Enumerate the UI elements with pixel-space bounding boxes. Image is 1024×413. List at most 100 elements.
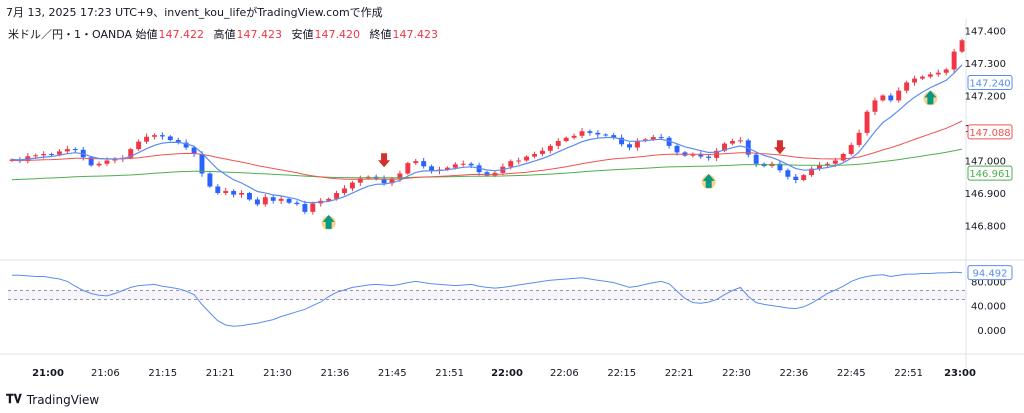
candle-body <box>342 188 347 193</box>
time-tick-label: 22:51 <box>894 368 923 379</box>
legend-close-value: 147.423 <box>392 28 439 41</box>
candle-body <box>817 165 822 169</box>
candle-body <box>72 149 78 151</box>
candle <box>72 147 78 153</box>
candle-body <box>144 136 150 142</box>
candle <box>112 157 118 164</box>
buy-signal-icon <box>321 214 336 230</box>
candle-body <box>381 178 387 184</box>
candle <box>817 162 822 171</box>
candle <box>357 175 363 186</box>
candle <box>856 129 862 148</box>
candle <box>516 157 522 165</box>
candle-body <box>152 135 157 137</box>
candle-body <box>595 132 601 135</box>
time-tick-label: 21:30 <box>263 368 292 379</box>
candle <box>611 132 617 140</box>
time-tick-label: 21:21 <box>206 368 235 379</box>
arrow-down-icon <box>378 153 391 168</box>
candle-body <box>278 198 284 201</box>
tradingview-brand[interactable]: 𝐓𝐕 TradingView <box>6 392 99 407</box>
candle <box>563 136 569 143</box>
candle-body <box>658 137 664 139</box>
candle-body <box>555 141 561 146</box>
candle <box>349 180 355 192</box>
candle-body <box>286 198 292 203</box>
candle <box>809 166 815 177</box>
candle-body <box>326 198 332 201</box>
candle <box>896 87 902 103</box>
candle-body <box>302 204 308 212</box>
price-tick-label: 147.400 <box>965 27 1006 38</box>
price-label-frame <box>967 75 1013 90</box>
candle-body <box>167 136 173 141</box>
candle-body <box>611 135 617 138</box>
price-tick-label: 147.000 <box>965 157 1006 168</box>
price-label-box: 147.240 <box>967 75 1013 90</box>
osc-tick-label: 80.000 <box>971 277 1006 288</box>
candle <box>223 187 229 196</box>
price-tick-label: 147.200 <box>965 92 1006 103</box>
candle <box>555 138 561 150</box>
candle <box>642 138 648 143</box>
candle <box>302 200 308 215</box>
time-tick-label: 21:00 <box>32 368 64 379</box>
candle <box>9 158 15 163</box>
candle <box>262 193 268 207</box>
candle-body <box>729 141 735 144</box>
candle-body <box>175 140 181 143</box>
candle <box>175 137 181 145</box>
time-tick-label: 22:06 <box>550 368 579 379</box>
time-tick-label: 21:51 <box>435 368 464 379</box>
arrow-up-icon <box>322 214 335 229</box>
time-tick-label: 22:21 <box>665 368 694 379</box>
price-label-text: 146.961 <box>969 169 1010 180</box>
candle-body <box>888 95 894 101</box>
candle <box>49 152 54 156</box>
candle-body <box>524 156 530 161</box>
candle <box>793 173 799 184</box>
candle <box>88 155 94 167</box>
candle <box>413 158 419 165</box>
candle-body <box>64 149 70 152</box>
time-tick-label: 22:30 <box>722 368 751 379</box>
candle <box>619 134 625 147</box>
candle <box>532 151 537 159</box>
candle-body <box>872 100 878 112</box>
candle <box>603 133 609 137</box>
candle-body <box>516 160 522 162</box>
candle <box>191 145 197 157</box>
tradingview-logo-icon: 𝐓𝐕 <box>6 392 22 406</box>
arrow-down-icon <box>773 140 786 155</box>
candle <box>801 173 807 182</box>
candle-body <box>935 72 941 75</box>
legend-high-label: 高値 <box>213 28 236 41</box>
candle-body <box>452 164 458 168</box>
brand-name: TradingView <box>26 392 100 407</box>
candle-body <box>104 160 110 164</box>
candle <box>777 160 783 173</box>
candle <box>152 133 157 140</box>
candle-body <box>864 111 870 133</box>
time-tick-label: 22:36 <box>779 368 808 379</box>
price-label-text: 147.088 <box>969 128 1010 139</box>
time-tick-label: 22:00 <box>491 368 523 379</box>
candle-body <box>421 161 427 167</box>
candle-body <box>793 176 799 180</box>
legend-symbol: 米ドル／円・1・OANDA <box>8 28 133 41</box>
candle-body <box>951 51 957 70</box>
candle-body <box>896 90 902 101</box>
candle <box>96 161 102 168</box>
candle <box>389 176 395 187</box>
candle-body <box>698 154 704 157</box>
candle-body <box>183 142 189 148</box>
candle-body <box>627 144 632 148</box>
candle-body <box>785 170 791 177</box>
candle-body <box>429 166 435 171</box>
candle <box>840 152 846 162</box>
candle <box>199 151 205 177</box>
candle <box>848 142 854 156</box>
time-tick-label: 22:45 <box>837 368 866 379</box>
